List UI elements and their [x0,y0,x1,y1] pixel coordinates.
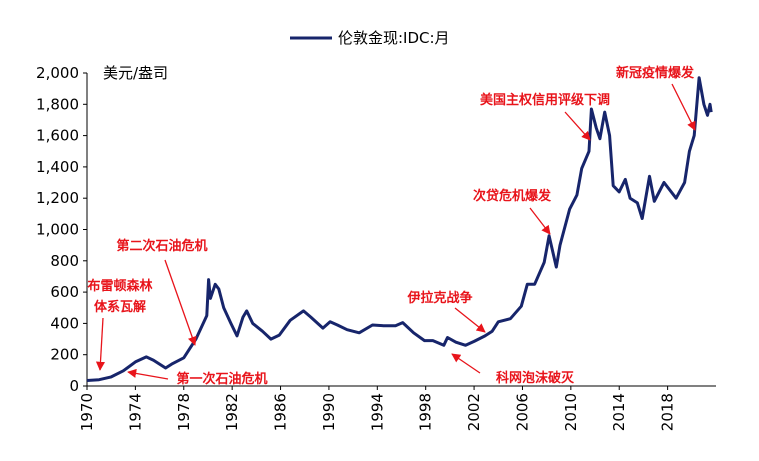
annotation: 次贷危机爆发 [473,188,552,204]
y-tick-label: 1,000 [36,221,79,239]
annotation-arrow [564,111,591,141]
x-tick-label: 1990 [320,393,338,431]
annotation: 布雷顿森林 [87,278,152,294]
annotation: 第二次石油危机 [116,238,207,254]
annotation: 新冠疫情爆发 [616,65,695,81]
x-tick-label: 1994 [368,393,386,431]
y-tick-label: 400 [50,314,79,332]
annotation-arrow [529,207,551,235]
x-tick-label: 2014 [610,393,628,431]
y-tick-label: 0 [69,377,79,395]
annotation-arrow [95,317,106,371]
x-tick-label: 2018 [659,393,677,431]
annotation-arrow [164,259,197,346]
annotation: 伊拉克战争 [406,290,472,306]
annotation-arrow [454,307,486,333]
x-tick-label: 2010 [562,393,580,431]
y-tick-label: 200 [50,346,79,364]
y-tick-label: 1,600 [36,127,79,145]
x-tick-label: 1998 [417,393,435,431]
annotation: 第一次石油危机 [176,371,267,387]
price-line [86,76,713,382]
x-tick-label: 2006 [513,393,531,431]
legend-label: 伦敦金现:IDC:月 [338,29,450,47]
y-tick-label: 1,400 [36,158,79,176]
x-tick-label: 1986 [272,393,290,431]
annotation-arrow [451,353,481,374]
y-tick-label: 800 [50,252,79,270]
annotation: 科网泡沫破灭 [496,370,575,386]
annotation: 体系瓦解 [94,299,146,315]
y-tick-label: 1,200 [36,189,79,207]
x-tick-label: 1982 [223,393,241,431]
annotation-arrow [127,368,169,380]
y-tick-label: 600 [50,283,79,301]
y-axis-label: 美元/盎司 [103,64,168,82]
annotation-arrow [671,83,696,131]
x-tick-label: 1978 [175,393,193,431]
annotation: 美国主权信用评级下调 [480,92,610,108]
x-tick-label: 1970 [78,393,96,431]
y-tick-label: 1,800 [36,95,79,113]
y-tick-label: 2,000 [36,64,79,82]
x-tick-label: 2002 [465,393,483,431]
x-tick-label: 1974 [126,393,144,431]
